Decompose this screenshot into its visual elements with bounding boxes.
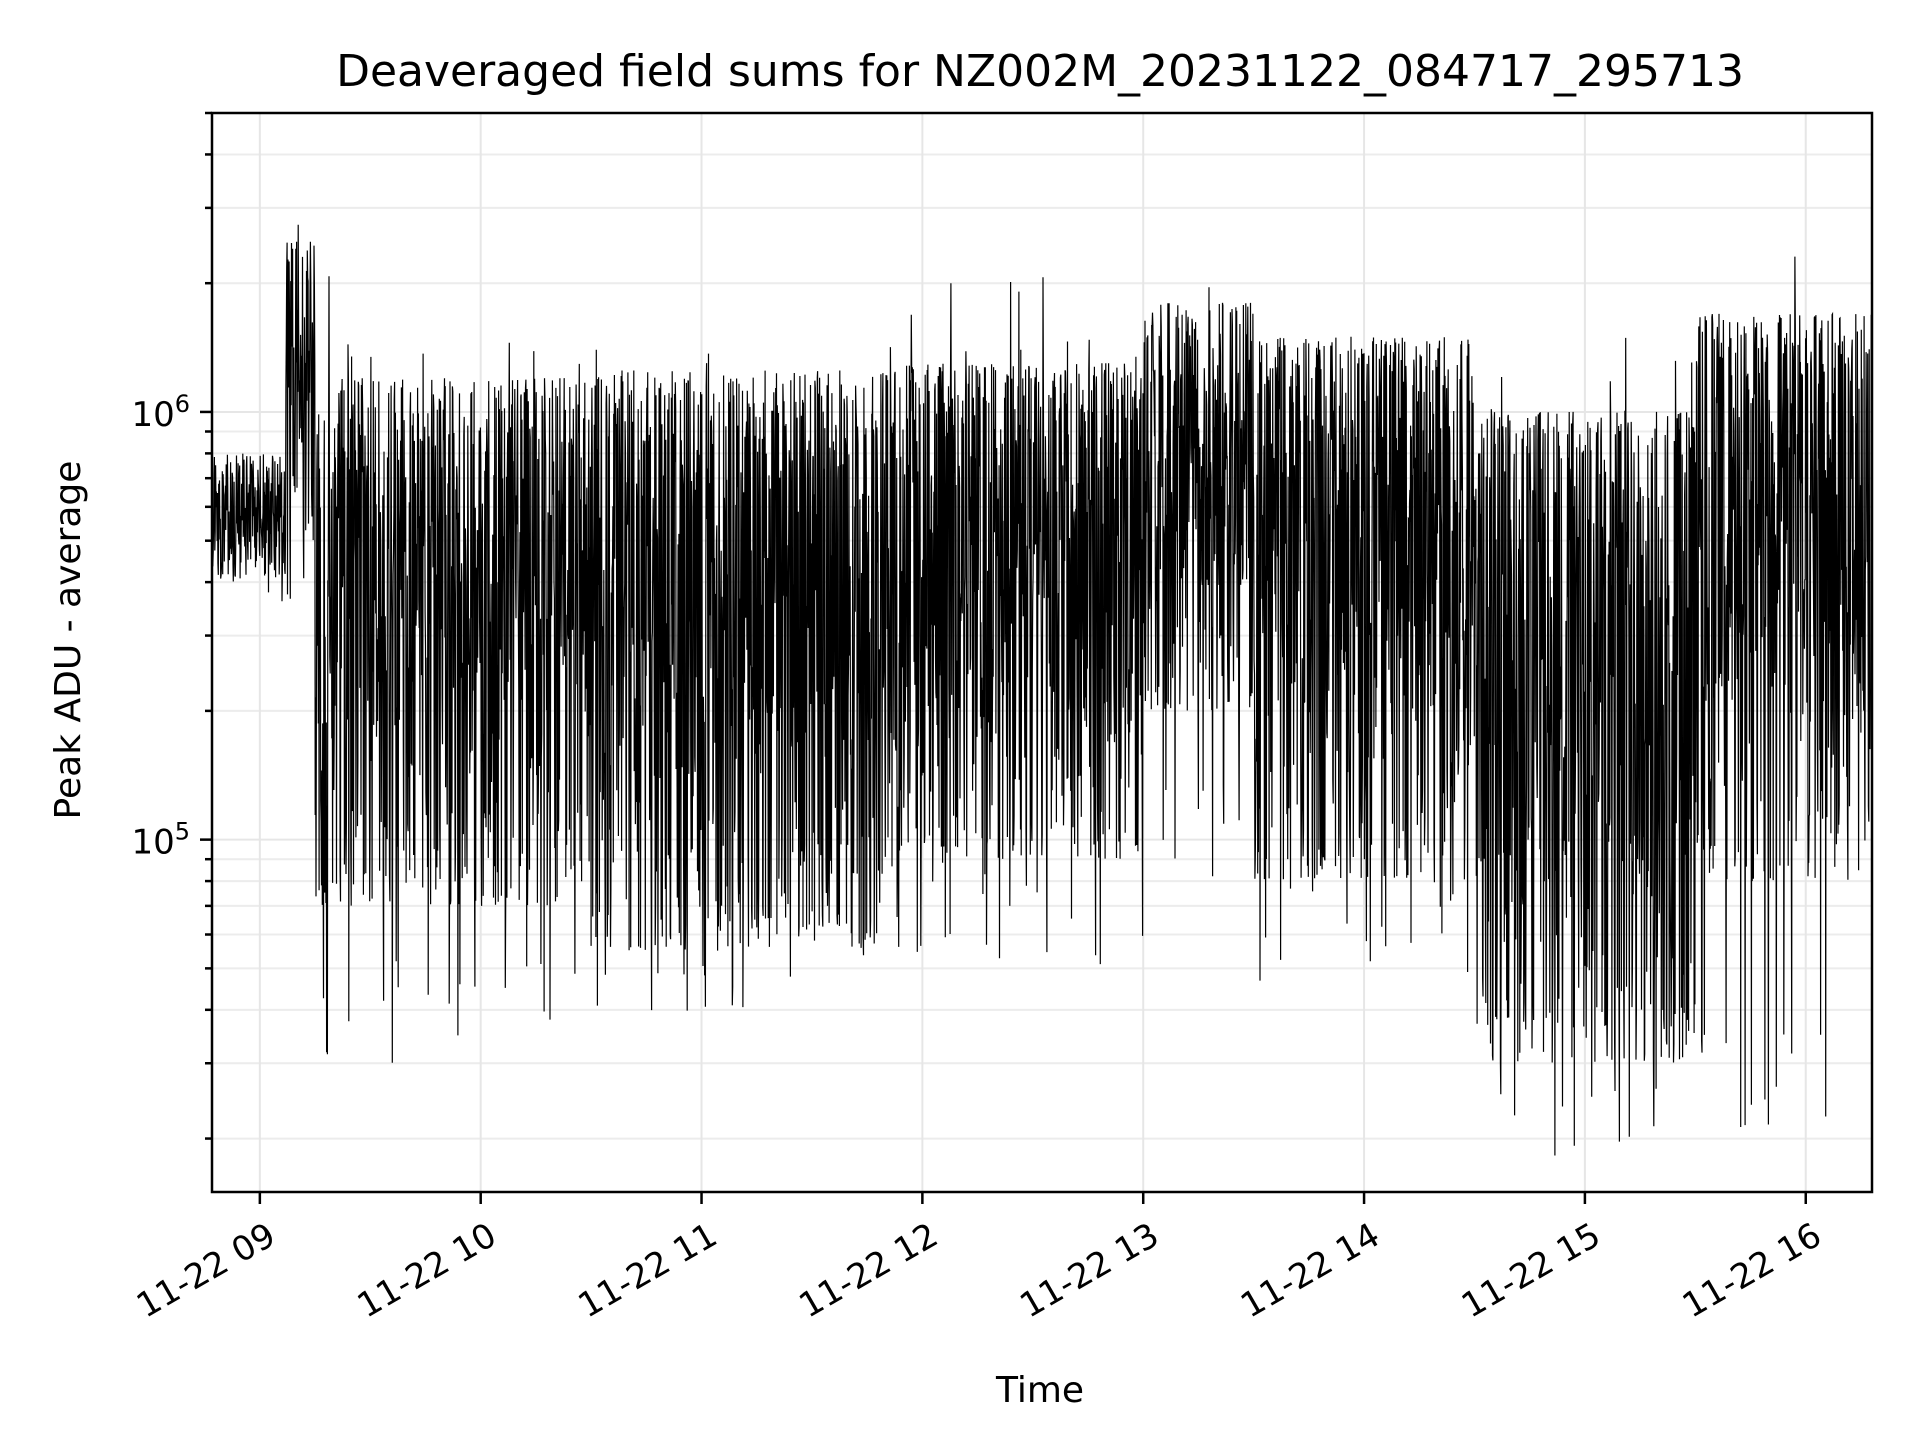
chart-title: Deaveraged field sums for NZ002M_2023112… [336, 46, 1744, 97]
y-axis-label: Peak ADU - average [48, 461, 89, 820]
x-axis-label: Time [995, 1370, 1084, 1411]
plot-area [211, 224, 1873, 1156]
y-tick-label: 106 [131, 390, 190, 435]
x-tick-label: 11-22 13 [1013, 1215, 1165, 1326]
x-tick-label: 11-22 16 [1676, 1215, 1828, 1326]
y-tick-label: 105 [131, 818, 190, 863]
x-tick-label: 11-22 09 [130, 1215, 282, 1326]
x-tick-label: 11-22 10 [351, 1215, 503, 1326]
y-axis: 105 106 [131, 111, 212, 1140]
x-axis: 11-22 09 11-22 10 11-22 11 11-22 12 11-22 13… [130, 1192, 1828, 1326]
plot-frame [210, 111, 1874, 1194]
x-tick-label: 11-22 15 [1455, 1215, 1607, 1326]
x-tick-label: 11-22 11 [572, 1215, 724, 1326]
series-line [211, 224, 1873, 1156]
x-tick-label: 11-22 14 [1234, 1215, 1386, 1326]
x-tick-label: 11-22 12 [792, 1215, 944, 1326]
